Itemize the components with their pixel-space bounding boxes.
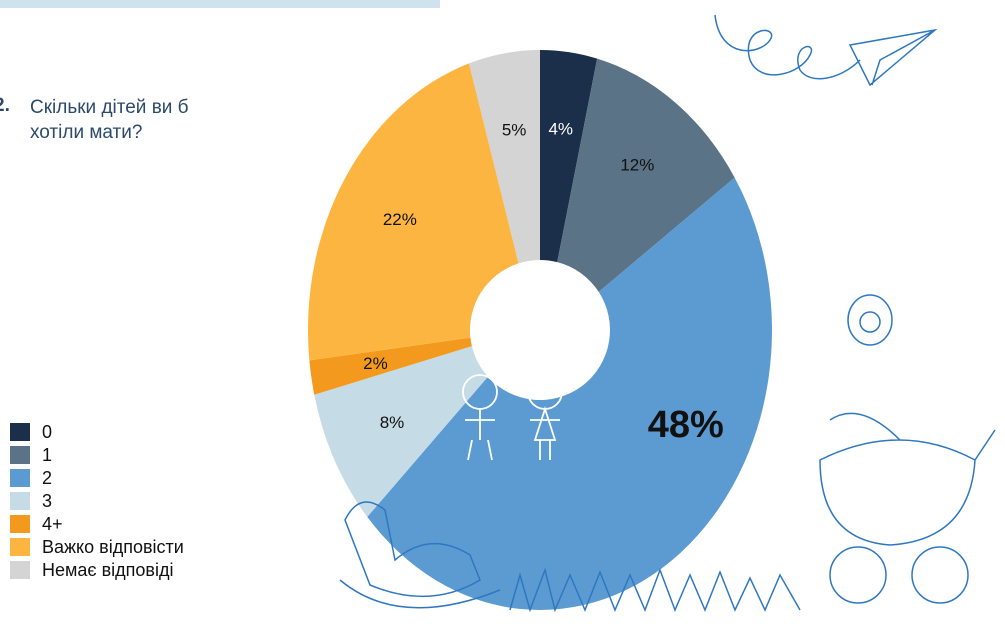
legend-label: 2 (42, 468, 52, 488)
donut-slice (557, 58, 735, 292)
paper-plane (848, 28, 938, 87)
donut-slice (314, 346, 488, 517)
grass (509, 567, 801, 613)
legend-label: 0 (42, 422, 52, 442)
kids (462, 374, 563, 461)
donut-slice (540, 50, 598, 263)
legend-label: 3 (42, 491, 52, 511)
legend-label: 4+ (42, 514, 63, 534)
value-label: 5% (502, 120, 527, 139)
stroller (819, 412, 996, 546)
pacifier (847, 294, 893, 346)
legend-swatch (10, 423, 30, 441)
donut: 4% 12% 48% 8% 2% 22% 5% (308, 50, 772, 610)
pacifier-inner (859, 311, 881, 333)
legend-swatch (10, 492, 30, 510)
legend-label: Немає відповіді (42, 560, 173, 580)
donut-slice (309, 337, 472, 395)
value-label: 2% (363, 354, 388, 373)
question-text: Скільки дітей ви б хотіли мати? (30, 97, 189, 143)
legend-swatch (10, 515, 30, 533)
legend-label: Важко відповісти (42, 537, 184, 557)
decorations (339, 14, 996, 613)
value-label: 4% (548, 119, 573, 138)
wheel (829, 546, 887, 604)
rocking-horse (339, 501, 501, 609)
value-label: 12% (620, 156, 654, 175)
value-label: 22% (383, 210, 417, 229)
donut-slice (367, 177, 772, 610)
donut-slice (308, 63, 519, 361)
value-label: 8% (380, 413, 405, 432)
legend-swatch (10, 446, 30, 464)
donut-slice (468, 50, 540, 264)
question-number: 2. (0, 95, 10, 116)
legend-swatch (10, 469, 30, 487)
doodle-line (714, 14, 861, 80)
legend-swatch (10, 538, 30, 556)
legend-label: 1 (42, 445, 52, 465)
legend-swatch (10, 561, 30, 579)
top-bar (0, 0, 440, 8)
wheel (911, 546, 969, 604)
value-label: 48% (648, 404, 724, 446)
